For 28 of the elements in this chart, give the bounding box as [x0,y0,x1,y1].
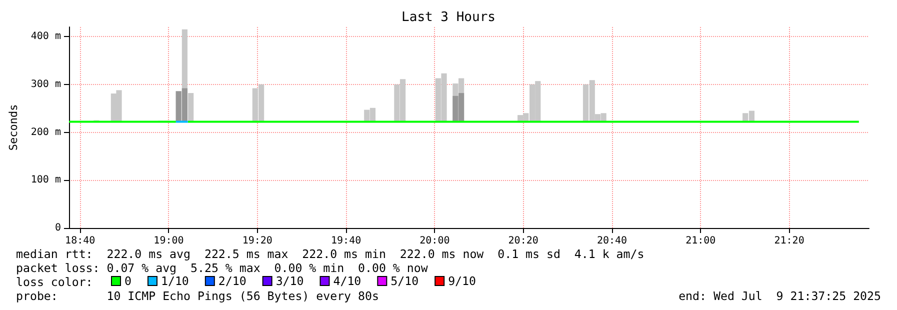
text: packet loss: 0.07 % avg 5.25 % max 0.00 % min 0.00 % now [16,261,428,275]
y-tick-label: 0 [54,222,61,234]
legend-label: 0 [124,274,132,288]
legend-label: 2/10 [218,274,246,288]
x-tick-label: 18:40 [65,236,96,246]
x-tick-label: 20:20 [508,236,538,246]
y-tick-label: 300 m [30,78,61,90]
y-tick-label: 400 m [30,31,61,42]
text: probe: 10 ICMP Echo Pings (56 Bytes) every 80s [16,289,379,303]
legend-label: 1/10 [160,274,189,288]
text: median rtt: 222.0 ms avg 222.5 ms max 222.0 ms min 222.0 ms now 0.1 ms sd 4.1 k am/s [16,247,644,261]
x-tick-label: 21:20 [774,236,804,246]
text: end: Wed Jul 9 21:37:25 2025 [678,289,881,303]
legend-label: 5/10 [390,274,419,288]
x-tick-label: 19:40 [330,236,362,246]
x-tick-label: 20:40 [596,236,628,246]
legend-label: 9/10 [448,274,476,288]
y-axis-title: Seconds [7,104,20,151]
y-tick-label: 200 m [30,126,61,138]
x-tick-label: 19:00 [154,236,184,246]
legend-label: 4/10 [333,274,362,288]
x-tick-label: 21:00 [686,236,716,246]
legend-label: 3/10 [276,274,304,288]
text: loss color: [16,275,93,289]
chart-title: Last 3 Hours [402,10,496,25]
x-tick-label: 19:20 [242,236,272,246]
x-tick-label: 20:00 [420,236,450,246]
y-tick-label: 100 m [30,174,61,186]
